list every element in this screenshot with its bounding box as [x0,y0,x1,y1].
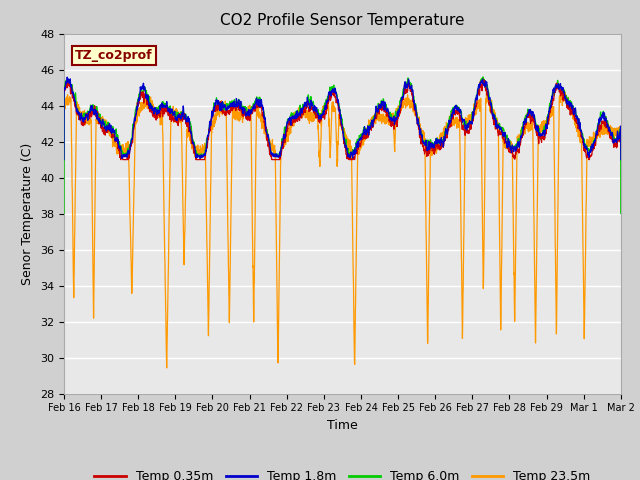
Text: TZ_co2prof: TZ_co2prof [75,49,153,62]
Legend: Temp 0.35m, Temp 1.8m, Temp 6.0m, Temp 23.5m: Temp 0.35m, Temp 1.8m, Temp 6.0m, Temp 2… [90,465,595,480]
Y-axis label: Senor Temperature (C): Senor Temperature (C) [22,143,35,285]
X-axis label: Time: Time [327,419,358,432]
Title: CO2 Profile Sensor Temperature: CO2 Profile Sensor Temperature [220,13,465,28]
